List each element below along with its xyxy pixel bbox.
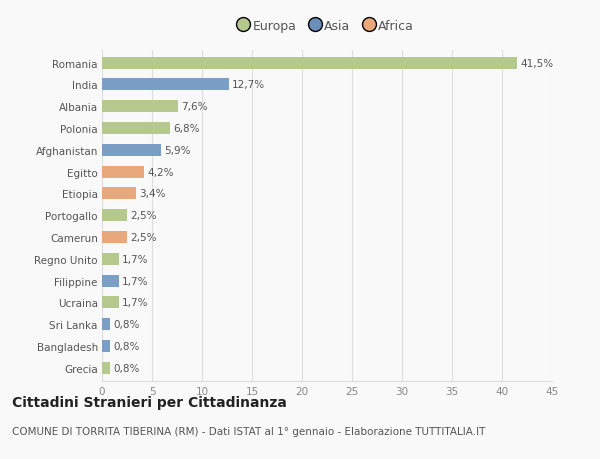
Text: 0,8%: 0,8% bbox=[113, 319, 139, 330]
Text: 41,5%: 41,5% bbox=[520, 59, 553, 68]
Text: 12,7%: 12,7% bbox=[232, 80, 265, 90]
Bar bbox=[102, 123, 170, 135]
Text: 1,7%: 1,7% bbox=[122, 276, 149, 286]
Text: 2,5%: 2,5% bbox=[130, 232, 157, 242]
Bar bbox=[102, 275, 119, 287]
Text: 1,7%: 1,7% bbox=[122, 298, 149, 308]
Bar bbox=[102, 253, 119, 265]
Bar bbox=[102, 319, 110, 330]
Text: 6,8%: 6,8% bbox=[173, 124, 199, 134]
Bar bbox=[102, 166, 144, 178]
Text: 1,7%: 1,7% bbox=[122, 254, 149, 264]
Text: 0,8%: 0,8% bbox=[113, 363, 139, 373]
Bar bbox=[102, 188, 136, 200]
Bar bbox=[102, 57, 517, 69]
Bar bbox=[102, 231, 127, 243]
Bar bbox=[102, 340, 110, 352]
Text: 7,6%: 7,6% bbox=[181, 102, 208, 112]
Text: 3,4%: 3,4% bbox=[139, 189, 166, 199]
Bar bbox=[102, 145, 161, 157]
Text: 0,8%: 0,8% bbox=[113, 341, 139, 351]
Text: 4,2%: 4,2% bbox=[147, 167, 173, 177]
Legend: Europa, Asia, Africa: Europa, Asia, Africa bbox=[235, 15, 419, 38]
Text: 2,5%: 2,5% bbox=[130, 211, 157, 221]
Text: COMUNE DI TORRITA TIBERINA (RM) - Dati ISTAT al 1° gennaio - Elaborazione TUTTIT: COMUNE DI TORRITA TIBERINA (RM) - Dati I… bbox=[12, 426, 485, 436]
Bar bbox=[102, 297, 119, 308]
Bar bbox=[102, 210, 127, 222]
Bar bbox=[102, 362, 110, 374]
Text: Cittadini Stranieri per Cittadinanza: Cittadini Stranieri per Cittadinanza bbox=[12, 395, 287, 409]
Text: 5,9%: 5,9% bbox=[164, 146, 191, 156]
Bar bbox=[102, 101, 178, 113]
Bar bbox=[102, 79, 229, 91]
